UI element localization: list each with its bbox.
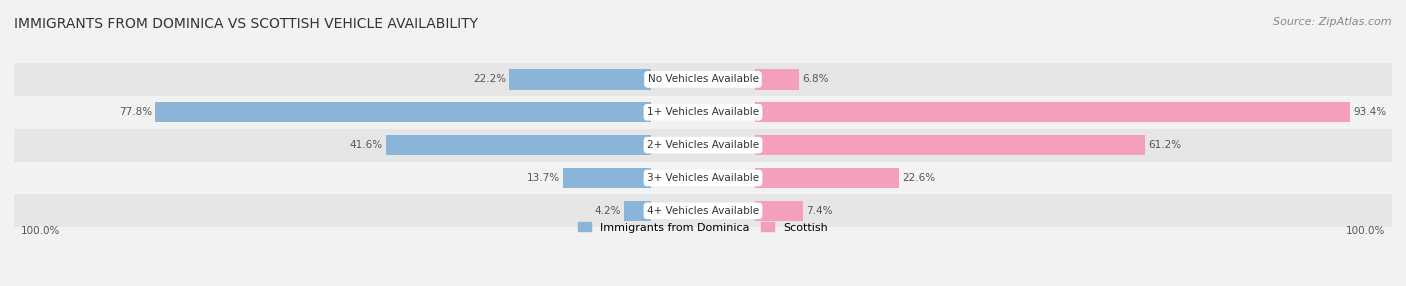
Text: 77.8%: 77.8% bbox=[120, 107, 152, 117]
Bar bbox=[14, 63, 1392, 96]
Legend: Immigrants from Dominica, Scottish: Immigrants from Dominica, Scottish bbox=[578, 222, 828, 233]
Text: 6.8%: 6.8% bbox=[801, 74, 828, 84]
Bar bbox=[755, 69, 799, 90]
Text: 13.7%: 13.7% bbox=[527, 173, 560, 183]
Text: No Vehicles Available: No Vehicles Available bbox=[648, 74, 758, 84]
Bar bbox=[624, 201, 651, 221]
Bar bbox=[755, 102, 1350, 122]
Text: 41.6%: 41.6% bbox=[349, 140, 382, 150]
Text: IMMIGRANTS FROM DOMINICA VS SCOTTISH VEHICLE AVAILABILITY: IMMIGRANTS FROM DOMINICA VS SCOTTISH VEH… bbox=[14, 17, 478, 31]
Text: 1+ Vehicles Available: 1+ Vehicles Available bbox=[647, 107, 759, 117]
Text: 100.0%: 100.0% bbox=[1346, 226, 1385, 236]
Text: 100.0%: 100.0% bbox=[21, 226, 60, 236]
Text: 93.4%: 93.4% bbox=[1353, 107, 1386, 117]
Bar bbox=[155, 102, 651, 122]
Bar bbox=[755, 135, 1144, 155]
Text: 22.2%: 22.2% bbox=[472, 74, 506, 84]
Bar bbox=[14, 129, 1392, 162]
Bar bbox=[509, 69, 651, 90]
Text: 4.2%: 4.2% bbox=[593, 206, 620, 216]
Text: 7.4%: 7.4% bbox=[806, 206, 832, 216]
Text: 2+ Vehicles Available: 2+ Vehicles Available bbox=[647, 140, 759, 150]
Bar bbox=[385, 135, 651, 155]
Bar bbox=[14, 96, 1392, 129]
Bar bbox=[564, 168, 651, 188]
Text: Source: ZipAtlas.com: Source: ZipAtlas.com bbox=[1274, 17, 1392, 27]
Bar bbox=[755, 201, 803, 221]
Text: 4+ Vehicles Available: 4+ Vehicles Available bbox=[647, 206, 759, 216]
Bar bbox=[755, 168, 900, 188]
Bar bbox=[14, 194, 1392, 227]
Text: 3+ Vehicles Available: 3+ Vehicles Available bbox=[647, 173, 759, 183]
Bar bbox=[14, 162, 1392, 194]
Text: 22.6%: 22.6% bbox=[903, 173, 936, 183]
Text: 61.2%: 61.2% bbox=[1149, 140, 1181, 150]
